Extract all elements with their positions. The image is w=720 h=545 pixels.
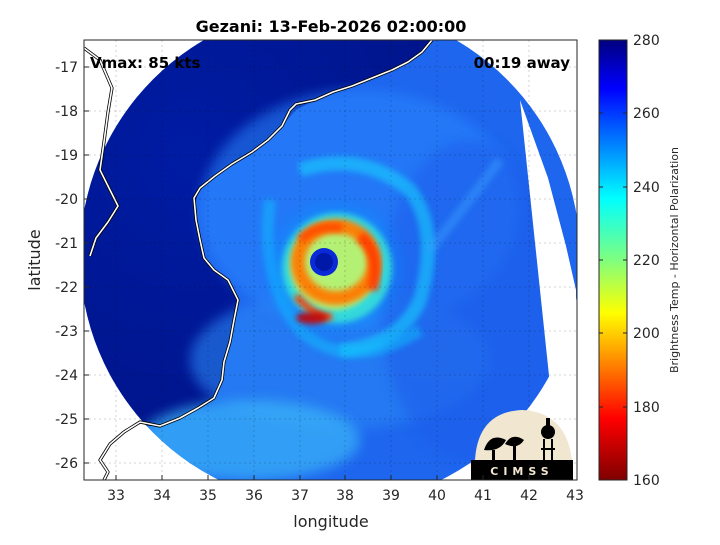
colorbar-tick-label: 160 [633,473,660,489]
colorbar-tick-label: 200 [633,326,660,342]
x-axis-label: longitude [293,512,368,531]
land-region [84,40,432,426]
x-tick-label: 34 [153,488,171,504]
colorbar-ticks [599,39,627,408]
colorbar-tick-label: 260 [633,106,660,122]
figure-title: Gezani: 13-Feb-2026 02:00:00 [196,17,467,36]
y-tick-label: -22 [55,280,78,296]
y-tick-label: -24 [55,368,78,384]
x-tick-label: 42 [520,488,538,504]
y-tick-label: -23 [55,324,78,340]
colorbar-tick-label: 220 [633,253,660,269]
x-tick-label: 41 [474,488,492,504]
grid-lines [84,40,577,480]
vmax-label: Vmax: 85 kts [90,54,200,72]
colorbar-tick-label: 280 [633,33,660,49]
colorbar-label: Brightness Temp - Horizontal Polarizatio… [668,147,681,373]
swath-east-edge [520,100,577,480]
y-tick-label: -17 [55,60,78,76]
y-tick-label: -21 [55,236,78,252]
y-tick-label: -18 [55,104,78,120]
time-offset-label: 00:19 away [474,54,571,72]
y-tick-label: -19 [55,148,78,164]
x-tick-label: 37 [291,488,309,504]
x-tick-label: 43 [566,488,584,504]
x-tick-label: 33 [107,488,125,504]
cimss-logo-text: CIMSS [490,465,553,478]
x-tick-label: 35 [199,488,217,504]
x-tick-label: 38 [336,488,354,504]
storm-core [257,190,413,346]
colorbar-tick-label: 240 [633,180,660,196]
y-tick-label: -20 [55,192,78,208]
colorbar-tick-label: 180 [633,400,660,416]
x-tick-label: 36 [245,488,263,504]
colorbar [598,39,628,481]
y-axis-label: latitude [25,229,44,290]
y-tick-label: -25 [55,412,78,428]
x-tick-label: 40 [428,488,446,504]
axes-frame [83,39,578,481]
y-tick-label: -26 [55,456,78,472]
x-tick-label: 39 [382,488,400,504]
tick-marks [84,66,530,480]
cimss-logo: CIMSS [471,410,573,480]
